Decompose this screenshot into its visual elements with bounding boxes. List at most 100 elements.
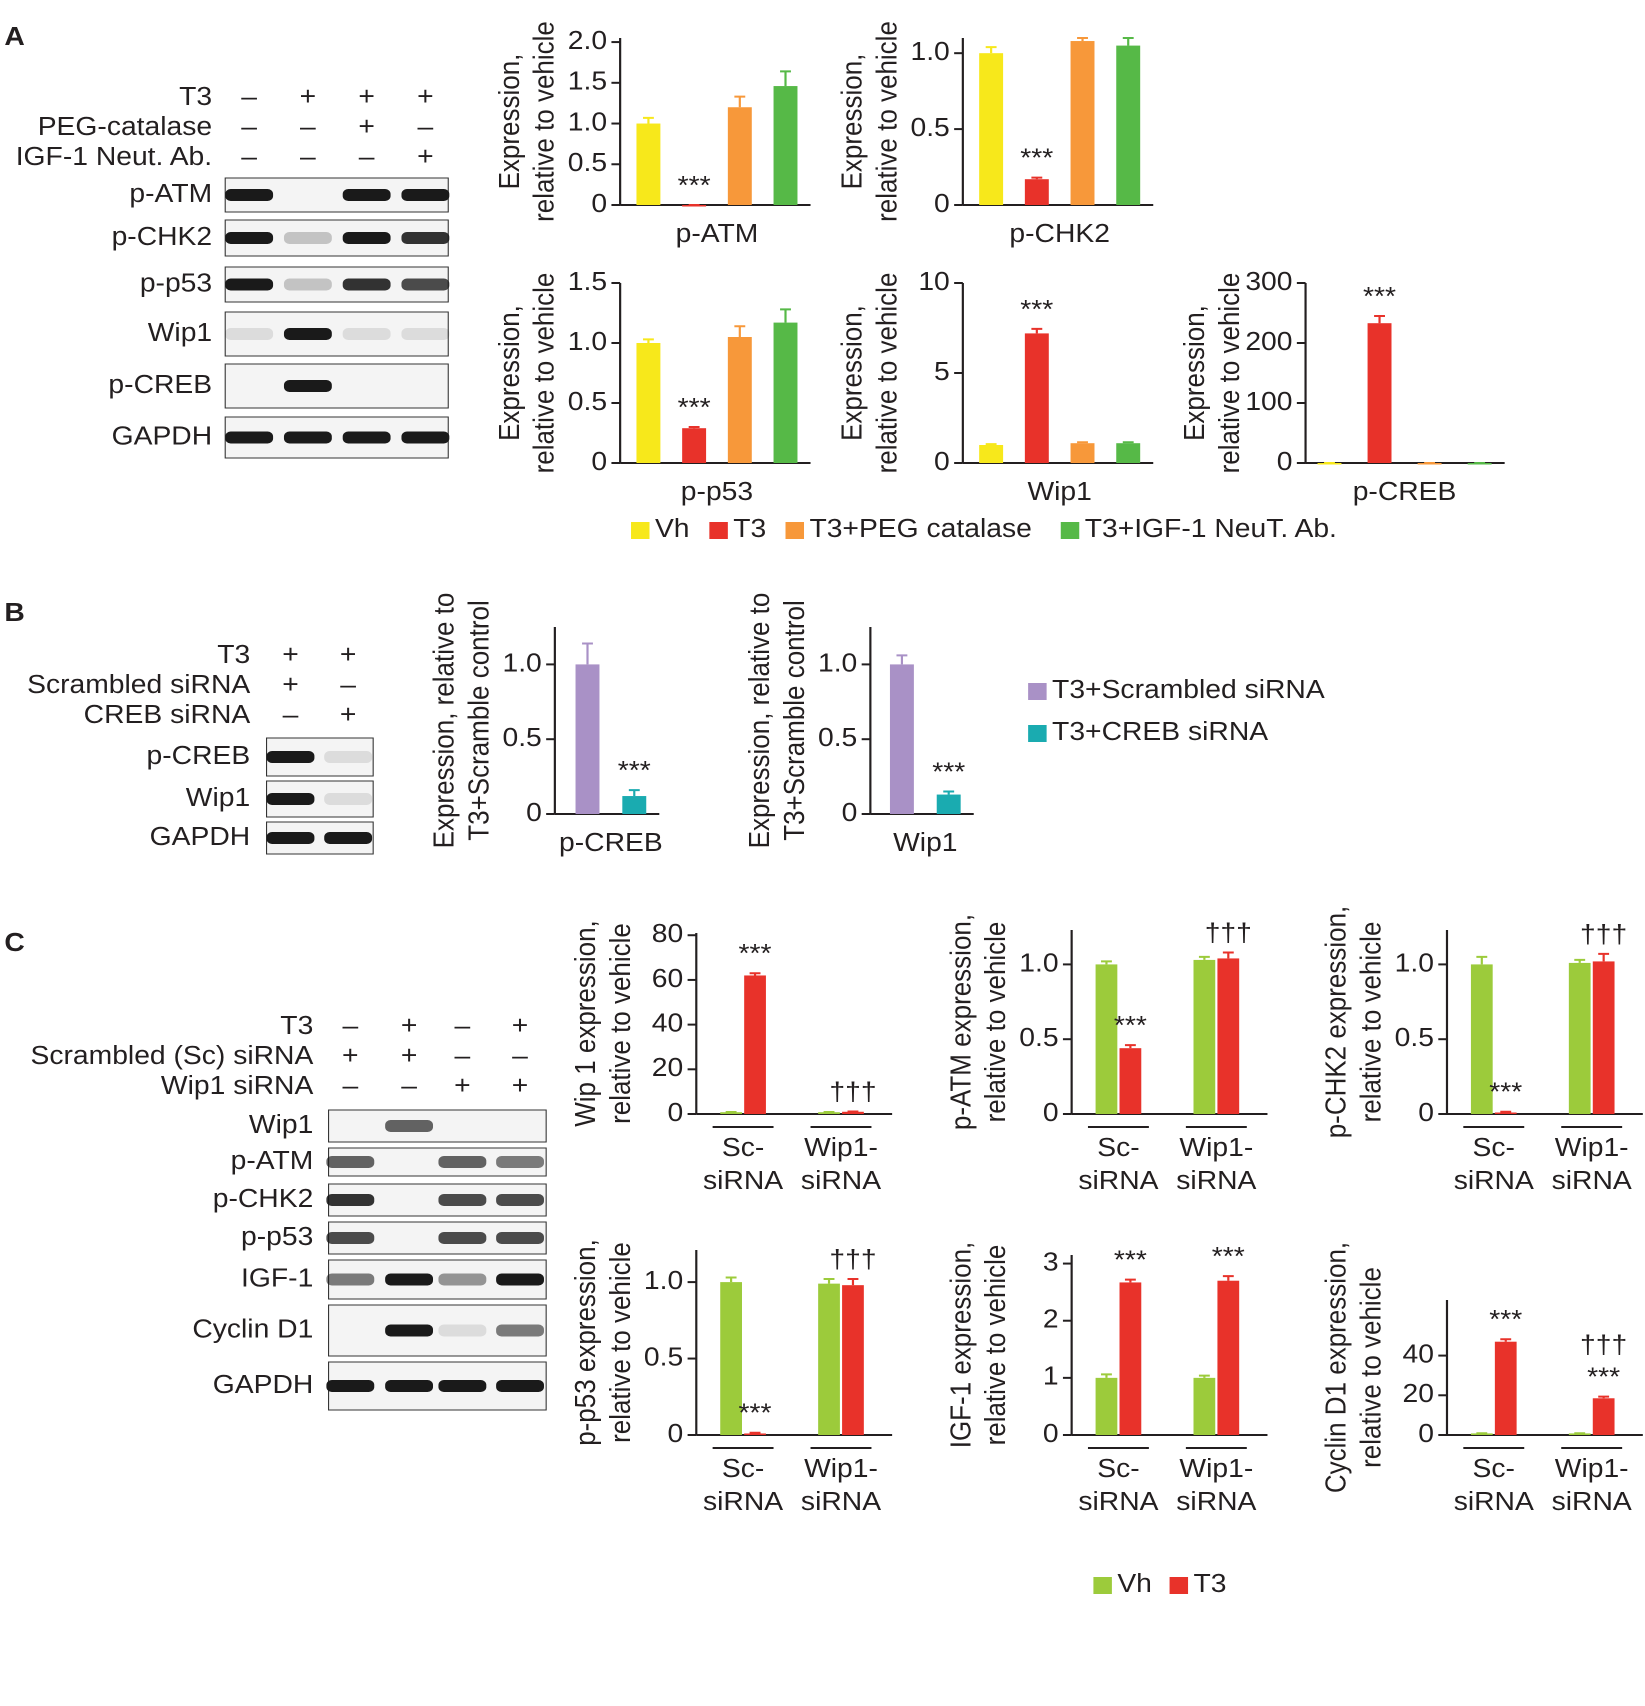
bar [636, 343, 661, 463]
x-tick-label: Wip1- [804, 1132, 878, 1162]
y-tick-label: 0.5 [644, 1341, 683, 1371]
error-bar [1598, 1395, 1610, 1399]
bar [842, 1285, 864, 1435]
significance-mark: ††† [1580, 919, 1627, 949]
significance-mark: ††† [829, 1244, 876, 1274]
legend-label: T3 [733, 513, 766, 543]
blot-band [496, 1273, 544, 1286]
y-tick-label: 0 [934, 446, 950, 476]
error-bar [1598, 952, 1610, 962]
y-tick-label: 10 [918, 266, 949, 296]
y-tick-label: 60 [652, 963, 683, 993]
condition-sign: – [241, 111, 258, 141]
y-axis-label: relative to vehicle [604, 1242, 636, 1443]
legend-label: Vh [655, 513, 690, 543]
significance-mark: *** [1114, 1010, 1147, 1040]
legend-label: Vh [1117, 1568, 1152, 1598]
significance-mark: *** [1020, 143, 1053, 173]
legend-swatch [1028, 725, 1047, 742]
panel-label: A [4, 21, 24, 51]
protein-label: Wip1 [186, 782, 250, 812]
bar [720, 1112, 742, 1114]
blot-band [225, 278, 274, 291]
y-tick-label: 1.0 [1019, 947, 1058, 977]
x-tick-label: siRNA [703, 1165, 784, 1195]
condition-sign: + [282, 639, 299, 669]
y-tick-label: 1 [1043, 1361, 1059, 1391]
error-bar [749, 1431, 761, 1434]
error-bar [1574, 958, 1586, 963]
x-axis-label: p-ATM [676, 218, 759, 248]
blot-band [342, 278, 391, 291]
error-bar [1101, 960, 1112, 965]
blot-band [496, 1232, 544, 1244]
bar [1470, 964, 1493, 1114]
condition-label: Wip1 siRNA [161, 1070, 314, 1100]
y-tick-label: 1.0 [502, 647, 541, 677]
protein-label: p-CHK2 [213, 1183, 314, 1213]
y-tick-label: 1.0 [818, 647, 857, 677]
error-bar [749, 972, 761, 976]
bar [575, 664, 600, 814]
protein-label: p-CREB [147, 740, 251, 770]
bar [1116, 443, 1141, 463]
blot-band [496, 1194, 544, 1206]
y-tick-label: 1.0 [568, 326, 607, 356]
y-tick-label: 0 [1418, 1418, 1434, 1448]
y-tick-label: 40 [1402, 1339, 1433, 1369]
y-axis-label: relative to vehicle [528, 21, 560, 222]
condition-sign: – [359, 141, 376, 171]
protein-label: p-CREB [108, 369, 212, 399]
error-bar [1198, 955, 1210, 960]
y-tick-label: 0.5 [910, 112, 949, 142]
protein-label: p-p53 [140, 267, 212, 297]
error-bar [1222, 1275, 1234, 1281]
x-tick-label: siRNA [1078, 1486, 1159, 1516]
error-bar [780, 308, 791, 323]
y-axis-label: relative to vehicle [1213, 273, 1245, 474]
bar [1494, 1112, 1517, 1115]
y-tick-label: 0 [1418, 1097, 1434, 1127]
bar [1070, 443, 1095, 463]
condition-sign: – [300, 141, 317, 171]
legend-swatch [785, 522, 805, 539]
blot-band [438, 1156, 487, 1168]
bar [842, 1111, 864, 1114]
y-axis-label: Expression, relative to [743, 593, 775, 849]
y-axis-label: Wip 1 expression, [569, 920, 601, 1127]
error-bar [1124, 1044, 1136, 1049]
error-bar [896, 654, 908, 665]
bar [1116, 45, 1141, 205]
x-tick-label: Sc- [1473, 1132, 1515, 1162]
y-tick-label: 0 [526, 797, 542, 827]
blot-band [438, 1380, 487, 1392]
significance-mark: *** [678, 170, 711, 200]
blot-band [283, 232, 332, 244]
y-tick-label: 1.5 [568, 66, 607, 96]
y-axis-label: relative to vehicle [1354, 1267, 1386, 1468]
x-tick-label: siRNA [1552, 1165, 1633, 1195]
y-tick-label: 3 [1043, 1247, 1059, 1277]
blot-box [224, 311, 449, 357]
blot-band [438, 1194, 487, 1206]
significance-mark: *** [739, 938, 772, 968]
protein-label: p-ATM [129, 178, 212, 208]
y-tick-label: 20 [1402, 1378, 1433, 1408]
y-axis-label: Expression, [493, 305, 525, 441]
condition-sign: – [512, 1040, 529, 1070]
y-tick-label: 1.0 [568, 106, 607, 136]
error-bar [1198, 1374, 1210, 1378]
blot-band [401, 189, 450, 201]
error-bar [985, 443, 997, 446]
bar [889, 664, 914, 814]
protein-label: p-p53 [241, 1221, 313, 1251]
blot-band [324, 832, 373, 844]
protein-label: GAPDH [150, 821, 251, 851]
blot-band [283, 328, 332, 340]
error-bar [1222, 951, 1234, 959]
bar [1592, 1398, 1615, 1435]
bar [818, 1112, 840, 1114]
x-tick-label: siRNA [1454, 1486, 1535, 1516]
condition-sign: + [342, 1040, 359, 1070]
